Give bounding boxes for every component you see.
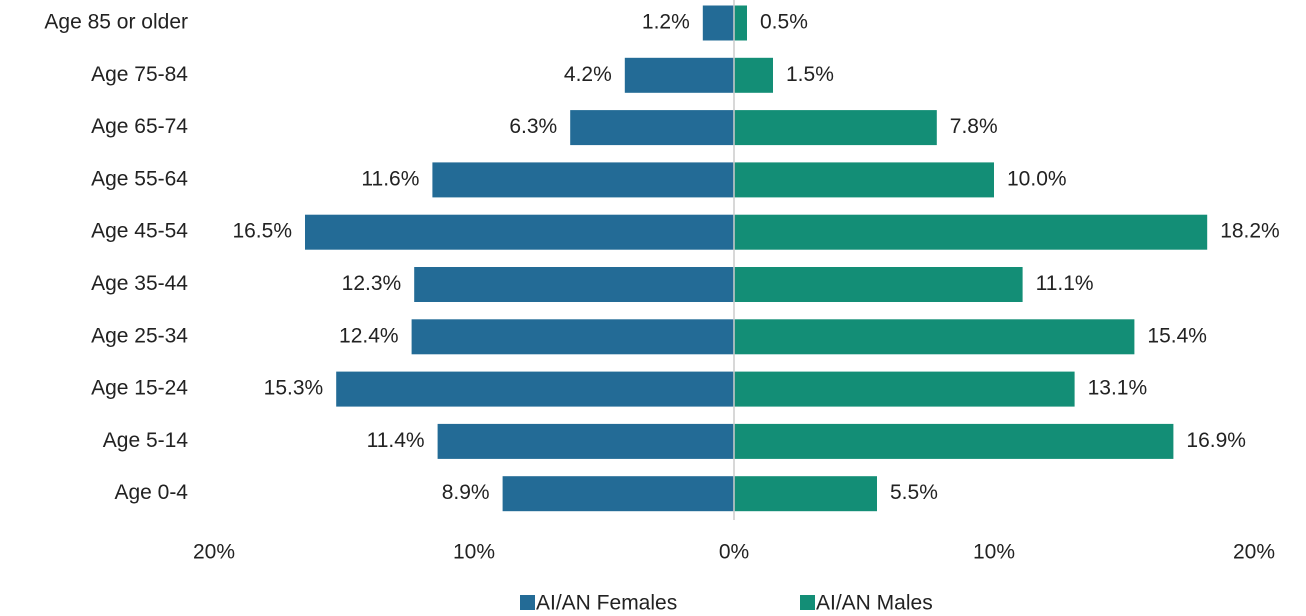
- data-label: 10.0%: [1007, 167, 1067, 190]
- bar: [734, 319, 1135, 355]
- data-label: 15.4%: [1147, 324, 1207, 347]
- y-tick-label: Age 5-14: [103, 429, 189, 452]
- bar: [570, 110, 734, 146]
- bar: [432, 162, 734, 198]
- data-label: 11.6%: [361, 167, 419, 190]
- bar: [734, 371, 1075, 407]
- y-tick-label: Age 35-44: [91, 272, 188, 295]
- data-label: 6.3%: [509, 115, 557, 138]
- bar: [734, 5, 747, 41]
- data-label: 8.9%: [442, 481, 490, 504]
- y-tick-label: Age 0-4: [114, 481, 188, 504]
- data-label: 0.5%: [760, 11, 808, 34]
- y-tick-label: Age 55-64: [91, 167, 188, 190]
- bar: [502, 476, 734, 512]
- bar: [734, 110, 937, 146]
- x-tick-label: 10%: [973, 541, 1015, 564]
- bar: [734, 57, 773, 93]
- y-tick-label: Age 75-84: [91, 63, 188, 86]
- legend-label: AI/AN Females: [536, 592, 677, 615]
- legend-swatch: [800, 595, 815, 610]
- bar: [305, 214, 734, 250]
- bar: [411, 319, 734, 355]
- x-tick-label: 20%: [1233, 541, 1275, 564]
- y-tick-label: Age 45-54: [91, 220, 188, 243]
- data-label: 1.2%: [642, 11, 690, 34]
- bar: [624, 57, 734, 93]
- data-label: 11.1%: [1036, 272, 1094, 295]
- x-tick-label: 10%: [453, 541, 495, 564]
- data-label: 4.2%: [564, 63, 612, 86]
- x-tick-label: 20%: [193, 541, 235, 564]
- legend-swatch: [520, 595, 535, 610]
- bar: [702, 5, 734, 41]
- bar: [734, 267, 1023, 302]
- data-label: 18.2%: [1220, 220, 1280, 243]
- data-label: 16.5%: [232, 220, 292, 243]
- bar: [734, 214, 1208, 250]
- bar: [734, 476, 877, 512]
- bar: [414, 267, 734, 302]
- data-label: 5.5%: [890, 481, 938, 504]
- bar: [437, 423, 734, 459]
- data-label: 12.4%: [339, 324, 399, 347]
- data-label: 13.1%: [1088, 377, 1148, 400]
- legend-label: AI/AN Males: [816, 592, 933, 615]
- bar: [734, 162, 994, 198]
- data-label: 16.9%: [1186, 429, 1246, 452]
- y-tick-label: Age 85 or older: [44, 11, 188, 34]
- y-tick-label: Age 15-24: [91, 377, 188, 400]
- bar: [336, 371, 734, 407]
- data-label: 11.4%: [367, 429, 425, 452]
- bar: [734, 423, 1174, 459]
- y-tick-label: Age 65-74: [91, 115, 188, 138]
- data-label: 7.8%: [950, 115, 998, 138]
- x-tick-label: 0%: [719, 541, 749, 564]
- y-tick-label: Age 25-34: [91, 324, 188, 347]
- data-label: 12.3%: [342, 272, 402, 295]
- data-label: 15.3%: [264, 377, 324, 400]
- data-label: 1.5%: [786, 63, 834, 86]
